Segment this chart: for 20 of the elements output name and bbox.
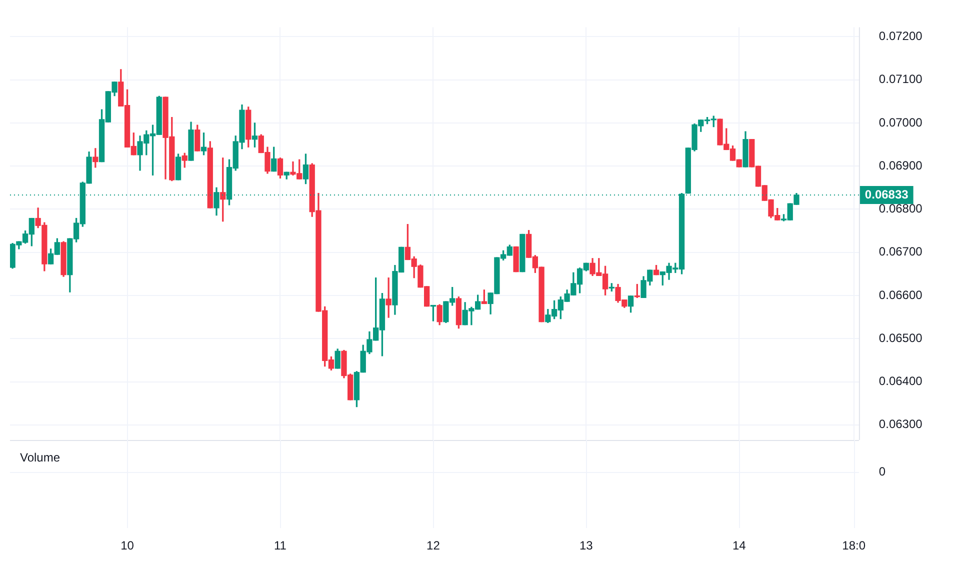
ref-line-label: 0.06833: [864, 187, 909, 202]
x-tick-label: 13: [579, 538, 594, 553]
y-tick-label: 0.06400: [878, 374, 923, 388]
text: Volume: [20, 450, 60, 464]
x-tick-label: 12: [426, 538, 440, 553]
x-tick-label: 10: [120, 538, 134, 553]
y-tick-label: 0.06500: [878, 330, 923, 345]
y-tick-label: 0.06600: [878, 288, 923, 302]
y-tick-label: 0.06300: [878, 417, 923, 432]
y-tick-label: 0.07200: [878, 29, 923, 43]
y-tick-label: 0.07000: [878, 115, 923, 130]
x-tick-label: 11: [274, 538, 287, 553]
y-tick-label: 0.06900: [878, 158, 923, 172]
text: 0: [878, 464, 886, 478]
y-tick-label: 0.06800: [878, 202, 923, 216]
x-tick-label: 14: [732, 538, 746, 553]
x-tick-label: 18:0: [842, 538, 866, 553]
y-tick-label: 0.06700: [878, 244, 923, 259]
y-tick-label: 0.07100: [878, 72, 923, 86]
candlestick: [386, 277, 392, 318]
